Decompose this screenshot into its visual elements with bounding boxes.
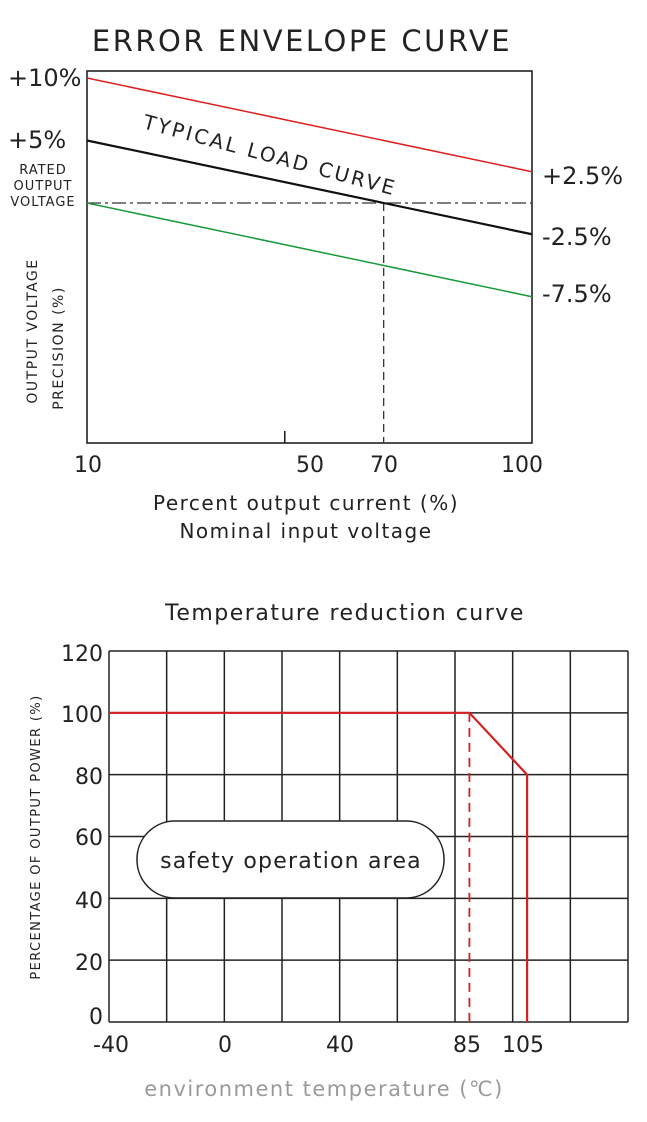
chart1-plot-frame (86, 70, 533, 444)
chart1-ylabel-line2: PRECISION (%) (51, 286, 67, 410)
lower-error-line (86, 202, 533, 298)
safety-area-box (136, 820, 445, 899)
upper-error-line (86, 77, 533, 173)
chart2-xtick-85: 85 (453, 1033, 481, 1058)
left-label-plus10: +10% (8, 64, 81, 92)
end-label-minus7-5: -7.5% (542, 280, 612, 308)
chart1-xtick-100: 100 (501, 453, 543, 478)
chart2-ytick-120: 120 (61, 642, 103, 667)
chart2-ytick-80: 80 (75, 765, 103, 790)
end-label-minus2-5: -2.5% (542, 223, 612, 251)
chart2-ytick-20: 20 (75, 951, 103, 976)
rated-label-line3: VOLTAGE (10, 195, 75, 210)
chart2-title: Temperature reduction curve (164, 601, 525, 626)
chart2-xlabel: environment temperature (℃) (144, 1077, 504, 1101)
chart1-title: ERROR ENVELOPE CURVE (92, 24, 512, 58)
safety-area-label: safety operation area (160, 849, 422, 874)
chart2-ylabel: PERCENTAGE OF OUTPUT POWER (%) (29, 694, 44, 979)
chart2-xtick-0: 0 (218, 1033, 232, 1058)
chart1-xtick-10: 10 (74, 453, 102, 478)
chart1-ylabel-line1: OUTPUT VOLTAGE (25, 258, 41, 403)
chart1-xtick-50: 50 (296, 453, 324, 478)
end-label-plus2-5: +2.5% (542, 162, 623, 190)
chart2-ytick-40: 40 (75, 889, 103, 914)
typical-load-curve-label: TYPICAL LOAD CURVE (140, 109, 400, 200)
chart2-ytick-100: 100 (61, 703, 103, 728)
chart2-xtick-40: 40 (326, 1033, 354, 1058)
typical-load-curve-line (86, 139, 533, 236)
chart2-xtick-minus40: -40 (93, 1033, 129, 1058)
left-label-plus5: +5% (8, 126, 66, 154)
chart2-ytick-0: 0 (89, 1005, 103, 1030)
chart1-xlabel-line2: Nominal input voltage (179, 519, 432, 543)
chart1-xlabel-line1: Percent output current (%) (153, 491, 459, 515)
chart2-ytick-60: 60 (75, 826, 103, 851)
power-derating-curve (109, 711, 529, 1022)
rated-label-line2: OUTPUT (14, 179, 73, 194)
chart2-xtick-105: 105 (502, 1033, 544, 1058)
rated-label-line1: RATED (19, 163, 67, 178)
chart1-xtick-70: 70 (370, 453, 398, 478)
